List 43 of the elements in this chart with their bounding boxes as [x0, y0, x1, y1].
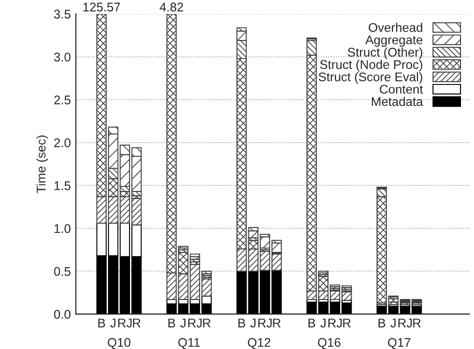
x-tick-label: B [238, 318, 246, 328]
text: 4.82 [160, 2, 184, 12]
x-tick-label: R [343, 318, 351, 328]
x-tick-label: J [320, 318, 326, 328]
y-tick-label: 1.0 [54, 224, 70, 233]
legend-label: Overhead [368, 22, 422, 32]
y-tick-label: 3.0 [54, 52, 70, 62]
text: 125.57 [83, 2, 120, 12]
x-tick-label: RJ [118, 318, 132, 328]
text: Q12 [248, 338, 270, 349]
x-tick-label: R [203, 318, 211, 328]
x-tick-label: RJ [188, 318, 202, 328]
x-tick-label: RJ [258, 318, 272, 328]
x-tick-label: RJ [398, 318, 412, 328]
text: Q11 [178, 338, 200, 349]
x-tick-label: B [308, 318, 316, 328]
x-tick-label: RJ [328, 318, 342, 328]
legend-label: Metadata [372, 96, 424, 106]
y-tick-label: 3.5 [54, 10, 70, 19]
y-tick-label: 2.0 [54, 138, 70, 148]
y-axis-title: Time (sec) [36, 136, 48, 194]
x-tick-label: B [378, 318, 386, 328]
text: Q16 [318, 338, 340, 349]
legend-label: Aggregate [365, 36, 422, 47]
y-tick-label: 0.5 [54, 267, 70, 276]
text: Q17 [388, 338, 410, 349]
x-tick-label: J [180, 318, 186, 328]
legend-label: Struct (Node Proc) [320, 60, 422, 72]
legend-label: Struct (Other) [348, 47, 422, 60]
y-tick-label: 0.0 [54, 310, 70, 319]
x-tick-label: R [273, 318, 281, 328]
y-tick-label: 2.5 [54, 96, 70, 104]
text: Q10 [108, 338, 130, 349]
x-tick-label: R [413, 318, 421, 328]
legend-label: Struct (Score Eval) [318, 72, 422, 84]
y-tick-label: 1.5 [54, 181, 70, 190]
x-tick-label: B [98, 318, 106, 328]
x-tick-label: B [168, 318, 176, 328]
x-tick-label: J [110, 318, 116, 328]
x-tick-label: J [390, 318, 396, 328]
x-tick-label: R [133, 318, 140, 328]
x-tick-label: J [250, 318, 256, 328]
legend-label: Content [380, 84, 423, 94]
